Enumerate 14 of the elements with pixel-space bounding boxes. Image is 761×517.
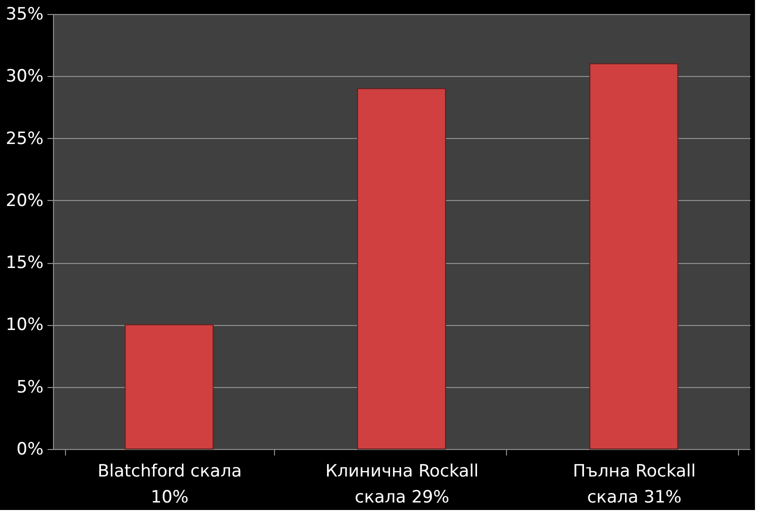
y-tick-label: 5% xyxy=(16,377,44,398)
y-tick-label: 35% xyxy=(6,4,44,24)
bar xyxy=(589,63,678,450)
y-tick-label: 15% xyxy=(6,253,44,274)
x-tick-label: Клинична Rockall скала 29% xyxy=(325,462,479,508)
bar xyxy=(357,88,446,450)
y-tick-label: 25% xyxy=(6,128,44,149)
x-tick-label: Пълна Rockall скала 31% xyxy=(572,462,696,508)
y-tick-label: 20% xyxy=(6,190,44,211)
y-tick-label: 10% xyxy=(6,315,44,336)
bar xyxy=(124,324,214,450)
x-tick-label: Blatchford скала 10% xyxy=(98,462,242,508)
y-tick-label: 30% xyxy=(6,66,44,87)
y-tick-label: 0% xyxy=(16,440,44,460)
